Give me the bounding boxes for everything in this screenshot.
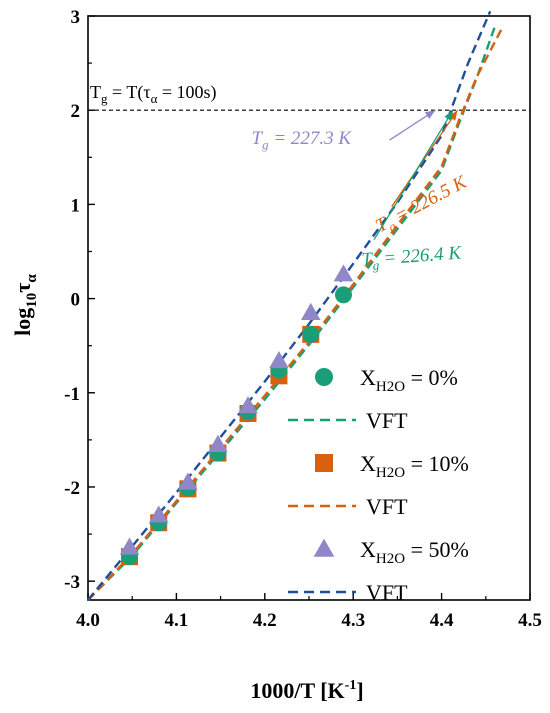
legend-label: VFT <box>366 494 408 519</box>
y-tick-label: 1 <box>71 195 81 216</box>
legend-marker-square <box>315 454 333 472</box>
annotation-arrow-head <box>448 110 458 121</box>
annotation-arrow-head <box>424 110 436 120</box>
tg-annotation-1: Tg = 226.5 K <box>372 109 472 240</box>
legend-entry-3: VFT <box>288 494 408 519</box>
legend-entry-2: XH2O = 10% <box>315 451 469 481</box>
data-point-triangle <box>238 396 258 414</box>
y-tick-label: -3 <box>64 572 80 593</box>
data-point-triangle <box>300 302 321 321</box>
tg-annotation-0: Tg = 227.3 K <box>252 109 436 152</box>
data-point-triangle <box>269 350 289 369</box>
annotation-label: Tg = 226.4 K <box>361 243 463 274</box>
data-point-circle <box>334 286 352 304</box>
annotation-arrow-head <box>444 110 454 121</box>
data-point-triangle <box>119 537 140 555</box>
data-point-triangle <box>208 434 228 452</box>
y-axis-title: log10τα <box>10 274 40 336</box>
annotation-arrow-line <box>391 109 459 208</box>
legend-marker-triangle <box>313 538 335 557</box>
legend-entry-1: VFT <box>288 408 408 433</box>
x-axis-title: 1000/T [K-1] <box>250 678 363 703</box>
data-point-triangle <box>178 472 198 490</box>
annotation-arrow-line <box>373 109 454 240</box>
annotation-label: Tg = 227.3 K <box>252 128 353 152</box>
annotation-label: Tg = 226.5 K <box>372 171 472 240</box>
y-tick-label: 3 <box>71 7 81 28</box>
legend-marker-circle <box>315 368 333 386</box>
x-tick-label: 4.1 <box>165 610 189 631</box>
data-point-triangle <box>148 505 169 523</box>
data-point-circle <box>302 325 320 343</box>
data-point-triangle <box>333 264 354 282</box>
tg-reference-label: Tg = T(τα = 100s) <box>90 82 217 106</box>
x-tick-label: 4.2 <box>253 610 277 631</box>
legend-entry-0: XH2O = 0% <box>315 365 458 395</box>
legend-label: VFT <box>366 580 408 605</box>
vft-fit-line-5 <box>87 10 492 601</box>
legend-entry-4: XH2O = 50% <box>313 537 469 567</box>
x-tick-label: 4.3 <box>341 610 365 631</box>
y-tick-label: 2 <box>71 101 81 122</box>
y-tick-label: -2 <box>64 478 80 499</box>
x-tick-label: 4.4 <box>430 610 454 631</box>
x-tick-label: 4.5 <box>518 610 542 631</box>
legend-label: VFT <box>366 408 408 433</box>
vft-fit-line-3 <box>87 24 505 601</box>
x-tick-label: 4.0 <box>76 610 100 631</box>
vft-fit-line-1 <box>87 26 496 601</box>
legend-label: XH2O = 50% <box>360 537 469 567</box>
legend-entry-5: VFT <box>288 580 408 605</box>
y-tick-label: 0 <box>71 290 81 311</box>
legend-label: XH2O = 10% <box>360 451 469 481</box>
legend-label: XH2O = 0% <box>360 365 458 395</box>
y-tick-label: -1 <box>64 384 80 405</box>
